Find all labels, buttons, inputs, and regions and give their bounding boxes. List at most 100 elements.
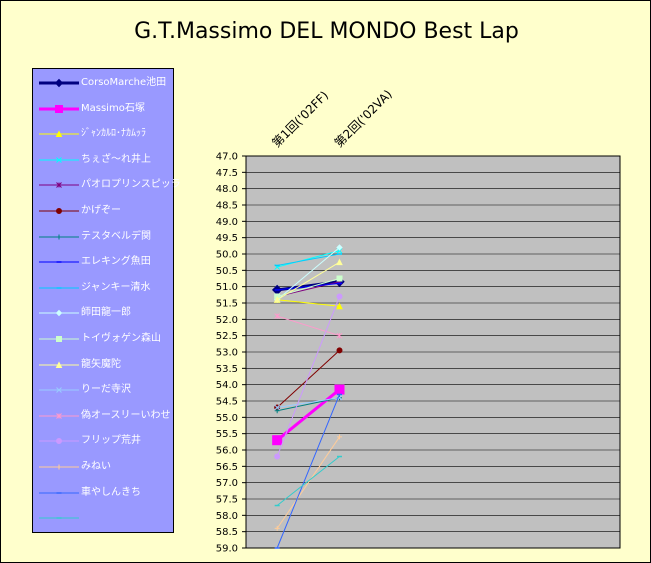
legend-label: 師田龍一郎	[81, 307, 131, 319]
y-tick-label: 51.0	[216, 282, 238, 293]
legend-item: りーだ寺沢	[33, 381, 173, 399]
legend-swatch	[39, 360, 79, 368]
marker-square	[334, 384, 345, 395]
marker-square	[56, 336, 62, 342]
legend-item: CorsoMarche池田	[33, 74, 173, 92]
legend-item: かげぞー	[33, 202, 173, 220]
y-tick-label: 52.0	[216, 315, 238, 326]
legend-label: みねい	[81, 461, 111, 472]
series-line	[277, 299, 340, 307]
legend-item: Massimo石塚	[33, 100, 173, 118]
x-tick-label: 第1回('02FF)	[269, 88, 331, 150]
series-line	[276, 388, 341, 442]
series-17	[274, 455, 342, 507]
legend-swatch	[39, 464, 79, 470]
series-14	[274, 293, 343, 460]
legend-item: パオロプリンスピッラ	[33, 176, 181, 194]
legend-label: 車やしんきち	[81, 486, 141, 498]
marker-circle	[336, 347, 343, 354]
legend-item: 偽オースリーいわせ	[33, 407, 173, 425]
legend-item: トイヴォゲン森山	[33, 330, 173, 348]
legend-item: 龍矢魔陀	[33, 356, 173, 374]
marker-plus	[56, 464, 62, 470]
legend-label: ジャンキー清水	[81, 281, 151, 293]
series-line	[276, 394, 340, 549]
legend-label: Massimo石塚	[81, 102, 145, 114]
series-15	[274, 434, 342, 531]
legend-item: ちぇざ～れ井上	[33, 151, 173, 169]
legend-swatch	[39, 156, 79, 163]
x-tick-label: 第2回('02VA)	[332, 87, 395, 150]
legend-label: ｼﾞｬﾝｶﾙﾛ･ﾅｶﾑｯﾗ	[81, 128, 146, 140]
series-line	[276, 436, 340, 529]
marker-star	[274, 313, 281, 319]
marker-diamond	[336, 244, 343, 251]
legend-label: エレキング魚田	[81, 256, 151, 268]
marker-triangle	[336, 302, 343, 310]
legend-label: テスタベルデ関	[81, 230, 151, 242]
legend-swatch	[39, 208, 79, 214]
legend-swatch	[39, 491, 79, 494]
legend-item: テスタベルデ関	[33, 228, 173, 246]
y-tick-label: 47.0	[216, 152, 238, 163]
legend-item: 車やしんきち	[33, 484, 173, 502]
legend-item	[33, 509, 173, 527]
chart-title: G.T.Massimo DEL MONDO Best Lap	[134, 19, 519, 44]
y-tick-label: 53.5	[216, 364, 238, 375]
marker-x	[56, 156, 62, 163]
legend-label: 偽オースリーいわせ	[81, 409, 171, 421]
y-tick-label: 59.0	[216, 544, 238, 555]
legend-swatch	[39, 336, 79, 342]
legend-swatch	[39, 182, 79, 189]
legend-label: フリップ荒井	[81, 435, 141, 447]
legend-swatch	[39, 387, 79, 394]
series-line	[276, 247, 340, 301]
marker-star	[336, 332, 343, 339]
y-tick-label: 57.5	[216, 495, 238, 506]
marker-plus	[337, 434, 342, 440]
series-13	[274, 313, 343, 339]
y-tick-label: 54.5	[216, 397, 238, 408]
y-tick-label: 51.5	[216, 299, 238, 310]
legend-label: かげぞー	[81, 205, 121, 216]
legend-item: エレキング魚田	[33, 253, 173, 271]
marker-square	[55, 104, 63, 113]
legend-item: ジャンキー清水	[33, 279, 173, 297]
legend-item: ｼﾞｬﾝｶﾙﾛ･ﾅｶﾑｯﾗ	[33, 125, 173, 143]
y-tick-label: 55.0	[216, 413, 238, 424]
series-line	[277, 282, 340, 291]
marker-square	[336, 275, 343, 282]
series-line	[277, 250, 340, 268]
legend-label: CorsoMarche池田	[81, 77, 167, 88]
marker-diamond	[54, 78, 64, 88]
y-tick-label: 50.5	[216, 266, 238, 277]
marker-triangle	[336, 258, 343, 266]
legend-swatch	[39, 310, 79, 317]
y-tick-label: 53.0	[216, 348, 238, 359]
y-tick-label: 50.0	[216, 250, 238, 261]
y-tick-label: 55.5	[216, 429, 238, 440]
legend-label: パオロプリンスピッラ	[81, 179, 181, 191]
legend-label: トイヴォゲン森山	[81, 333, 161, 344]
marker-circle	[56, 208, 62, 214]
series-line	[276, 456, 340, 506]
series-line	[276, 261, 340, 301]
legend: CorsoMarche池田 Massimo石塚 ｼﾞｬﾝｶﾙﾛ･ﾅｶﾑｯﾗ ちぇざ～れ…	[32, 68, 181, 533]
series-1	[272, 384, 345, 446]
series-line	[277, 397, 340, 412]
legend-swatch	[39, 517, 79, 519]
y-tick-label: 47.5	[216, 168, 238, 179]
y-tick-label: 58.0	[216, 511, 238, 522]
marker-triangle	[55, 360, 63, 368]
marker-x	[274, 404, 281, 411]
marker-diamond	[55, 310, 63, 317]
y-tick-label: 54.0	[216, 380, 238, 391]
y-tick-label: 48.5	[216, 201, 238, 212]
series-line	[276, 296, 340, 457]
series-line	[277, 397, 340, 409]
series-line	[277, 315, 340, 337]
legend-label: 龍矢魔陀	[81, 358, 121, 370]
marker-square	[272, 435, 283, 446]
marker-triangle	[273, 296, 281, 303]
